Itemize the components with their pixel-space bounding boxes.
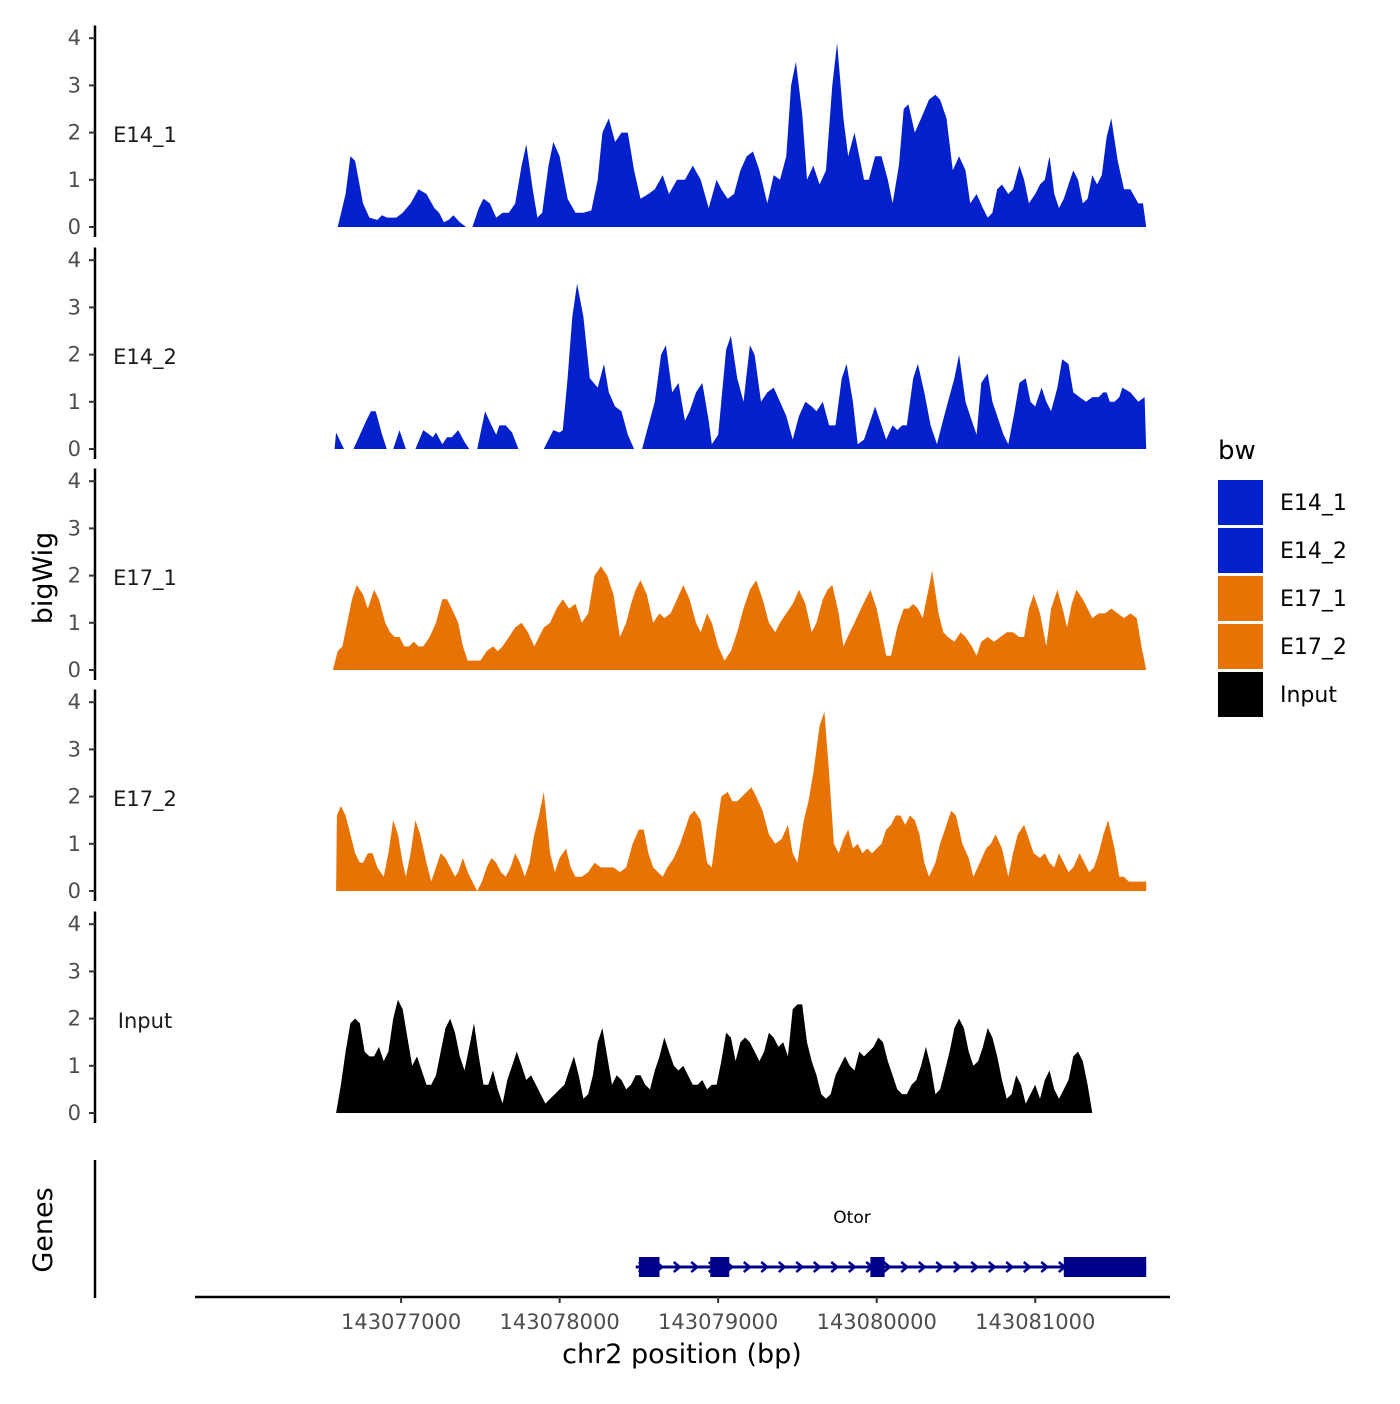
coverage-area-E17_1: [332, 566, 1147, 670]
x-tick-label: 143080000: [817, 1310, 937, 1334]
legend-key-E14_1: [1218, 480, 1263, 525]
coverage-tracks: 0 1 2 3 4 E14_1 0 1 2 3 4 E14_2 0 1 2 3 4 E17_1 0 1 2 3 4 E17_2…: [28, 25, 1147, 1125]
y-tick-label: 3: [68, 959, 81, 983]
track-label: E17_1: [113, 566, 177, 591]
track-E14_1: 0 1 2 3 4 E14_1: [68, 25, 1147, 239]
legend: bw E14_1 E14_2 E17_1 E17_2 Input: [1218, 436, 1347, 717]
track-Input: 0 1 2 3 4 Input: [68, 911, 1093, 1125]
y-tick-label: 0: [68, 1101, 81, 1125]
strand-arrow: [795, 1261, 805, 1273]
legend-key-E17_1: [1218, 576, 1263, 621]
y-tick-label: 3: [68, 295, 81, 319]
y-tick-label: 4: [68, 248, 81, 272]
strand-arrow: [760, 1261, 770, 1273]
x-tick-label: 143079000: [658, 1310, 778, 1334]
strand-arrow: [830, 1261, 840, 1273]
gene-exon: [710, 1257, 730, 1277]
coverage-area-E17_2: [336, 711, 1147, 891]
strand-arrow: [777, 1261, 787, 1273]
gene-label: Otor: [833, 1208, 870, 1228]
strand-arrow: [900, 1261, 910, 1273]
y-tick-label: 2: [68, 1007, 81, 1031]
x-axis: 143077000 143078000 143079000 143080000 1430…: [195, 1295, 1170, 1370]
y-tick-label: 1: [68, 1054, 81, 1078]
strand-arrow: [1022, 1261, 1032, 1273]
track-label: Input: [118, 1009, 172, 1033]
y-tick-label: 4: [68, 912, 81, 936]
strand-arrow: [952, 1261, 962, 1273]
y-tick-label: 0: [68, 215, 81, 239]
genes-track-title: Genes: [28, 1187, 59, 1272]
track-label: E14_2: [113, 345, 177, 370]
y-tick-label: 0: [68, 437, 81, 461]
gene-exon: [1063, 1257, 1147, 1277]
genes-track: Genes Otor: [28, 1160, 1147, 1298]
track-E17_2: 0 1 2 3 4 E17_2: [68, 689, 1147, 903]
y-axis-title: bigWig: [28, 532, 59, 625]
x-tick-label: 143081000: [975, 1310, 1095, 1334]
strand-arrow: [970, 1261, 980, 1273]
y-tick-label: 3: [68, 516, 81, 540]
coverage-area-E14_2: [334, 283, 1147, 449]
legend-title: bw: [1218, 436, 1256, 466]
legend-key-E14_2: [1218, 528, 1263, 573]
strand-arrow: [1005, 1261, 1015, 1273]
strand-arrow: [690, 1261, 700, 1273]
y-tick-label: 4: [68, 690, 81, 714]
legend-label: E17_1: [1280, 587, 1347, 612]
strand-arrow: [742, 1261, 752, 1273]
y-tick-label: 4: [68, 26, 81, 50]
strand-arrow: [935, 1261, 945, 1273]
track-label: E14_1: [113, 123, 177, 148]
gene-exon: [638, 1257, 660, 1277]
strand-arrow: [917, 1261, 927, 1273]
strand-arrow: [847, 1261, 857, 1273]
x-axis-title: chr2 position (bp): [562, 1339, 802, 1370]
strand-arrow: [812, 1261, 822, 1273]
coverage-area-E14_1: [337, 42, 1147, 228]
y-tick-label: 3: [68, 73, 81, 97]
strand-arrow: [987, 1261, 997, 1273]
y-tick-label: 1: [68, 832, 81, 856]
track-label: E17_2: [113, 787, 177, 812]
y-tick-label: 2: [68, 785, 81, 809]
track-E14_2: 0 1 2 3 4 E14_2: [68, 247, 1147, 461]
y-tick-label: 0: [68, 879, 81, 903]
legend-key-E17_2: [1218, 624, 1263, 669]
strand-arrow: [882, 1261, 892, 1273]
coverage-area-Input: [336, 999, 1093, 1113]
y-tick-label: 1: [68, 390, 81, 414]
track-E17_1: 0 1 2 3 4 E17_1: [68, 468, 1147, 682]
strand-arrow: [672, 1261, 682, 1273]
y-tick-label: 1: [68, 611, 81, 635]
y-tick-label: 2: [68, 121, 81, 145]
gene-Otor: Otor: [635, 1208, 1147, 1277]
y-tick-label: 3: [68, 737, 81, 761]
legend-key-Input: [1218, 672, 1263, 717]
y-tick-label: 2: [68, 343, 81, 367]
y-tick-label: 1: [68, 168, 81, 192]
strand-arrow: [1040, 1261, 1050, 1273]
x-tick-label: 143077000: [341, 1310, 461, 1334]
y-tick-label: 0: [68, 658, 81, 682]
gene-exon: [870, 1257, 885, 1277]
x-tick-label: 143078000: [500, 1310, 620, 1334]
y-tick-label: 2: [68, 564, 81, 588]
legend-label: E14_1: [1280, 491, 1347, 516]
legend-label: E14_2: [1280, 539, 1347, 564]
legend-label: Input: [1280, 683, 1337, 708]
y-tick-label: 4: [68, 469, 81, 493]
legend-label: E17_2: [1280, 635, 1347, 660]
